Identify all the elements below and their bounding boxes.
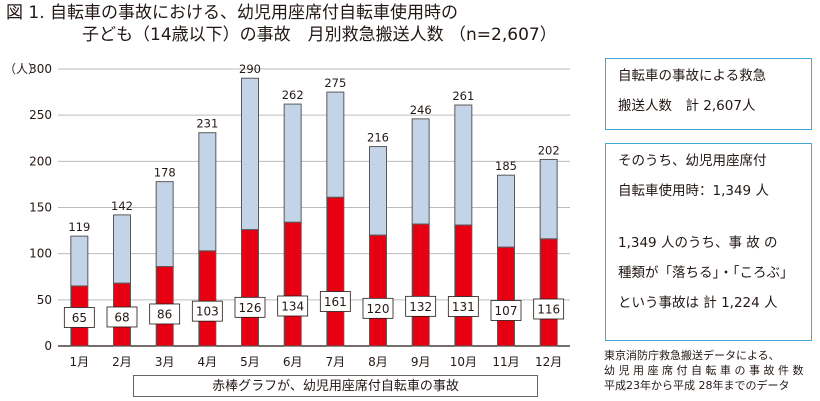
bar-value-label: 116 [537,302,560,316]
chart-title: 図 1. 自転車の事故における、幼児用座席付自転車使用時の 子ども（14歳以下）… [6,2,557,46]
chart-legend: 赤棒グラフが、幼児用座席付自転車の事故 [133,375,538,397]
bar-value-label-box [106,306,138,328]
total-info-line1: 自転車の事故による救急 [618,68,767,84]
bar-value-label: 131 [452,300,475,314]
y-tick-label: 150 [29,201,52,215]
y-tick-label: 200 [29,154,52,168]
bar-segment-other [155,181,174,268]
x-tick-label: 9月 [411,355,431,369]
y-tick-label: 250 [29,108,52,122]
source-line1: 東京消防庁救急搬送データによる、 [604,349,780,362]
y-tick-label: 50 [37,293,52,307]
bar-segment-other [411,118,430,225]
bar-segment-child-seat [326,196,345,347]
bar-total-label: 216 [367,131,389,145]
bar-segment-child-seat [411,223,430,347]
total-info-box: 自転車の事故による救急 搬送人数 計 2,607人 [605,58,812,130]
bar-value-label-box [533,298,565,320]
child-seat-info-box: そのうち、幼児用座席付 自転車使用時：1,349 人 1,349 人のうち、事 … [605,143,812,341]
bar-value-label-box [149,303,181,325]
bar-chart: （人） 0 50 100 150 200 250 300 119 65 1月 142 68 2月 178 86… [4,62,570,369]
bar-value-label: 132 [409,300,432,314]
bar-total-label: 185 [495,159,517,173]
bar-segment-other [454,104,473,226]
x-tick-label: 5月 [240,355,260,369]
y-tick-label: 300 [29,62,52,76]
data-source-note: 東京消防庁救急搬送データによる、 幼 児 用 座 席 付 自 転 車 の 事 故… [604,348,818,393]
bar-value-label-box [319,291,351,312]
bar-segment-other [497,174,515,248]
bar-value-label-box [490,300,522,321]
bar-value-label: 161 [324,295,347,309]
chart-title-line1: 図 1. 自転車の事故における、幼児用座席付自転車使用時の [6,3,459,23]
bar-segment-other [539,158,558,240]
x-tick-label: 7月 [326,355,346,369]
bar-value-label: 86 [157,307,172,321]
total-info-line2: 搬送人数 計 2,607人 [618,98,756,114]
child-seat-info-line1: そのうち、幼児用座席付 [618,153,767,169]
bar-total-label: 202 [538,143,560,157]
child-seat-info-line4: 種類が「落ちる」・「ころぶ」 [618,265,794,281]
chart-title-line2: 子ども（14歳以下）の事故 月別救急搬送人数 （n=2,607） [82,25,557,45]
y-tick-label: 100 [29,247,52,261]
bar-value-label-box [191,300,223,322]
x-tick-label: 2月 [112,355,132,369]
bar-total-label: 275 [324,76,346,90]
bar-segment-other [326,91,345,198]
bar-segment-child-seat [369,234,387,347]
bar-segment-other [369,146,387,236]
child-seat-info-line5: という事故は 計 1,224 人 [618,295,778,311]
bar-segment-other [70,235,89,287]
source-line3: 平成23年から平成 28年までのデータ [604,379,790,392]
bar-value-label-box [447,296,479,317]
y-tick-label: 0 [44,339,52,353]
bar-value-label-box [234,296,266,318]
bar-value-label: 126 [239,301,262,315]
bar-total-label: 246 [410,103,432,117]
bar-value-label-box [362,297,394,319]
bar-segment-other [113,214,131,284]
x-tick-label: 4月 [198,355,218,369]
bar-segment-child-seat [539,238,558,347]
bar-total-label: 178 [154,166,176,180]
x-tick-label: 6月 [283,355,303,369]
bar-value-label: 65 [72,311,87,325]
x-tick-label: 1月 [70,355,90,369]
bar-segment-child-seat [497,246,515,347]
bar-segment-child-seat [454,224,473,347]
bar-segment-child-seat [198,250,217,347]
bar-value-label: 120 [367,302,390,316]
child-seat-info-line3: 1,349 人のうち、事 故 の [618,235,778,251]
x-tick-label: 11月 [492,355,519,369]
bar-value-label: 134 [281,300,304,314]
bar-total-label: 290 [239,62,261,76]
bar-segment-child-seat [283,221,302,347]
bar-total-label: 262 [282,88,304,102]
x-tick-label: 8月 [368,355,388,369]
bar-value-label: 68 [114,310,129,324]
bar-segment-other [241,77,259,231]
x-tick-label: 10月 [450,355,477,369]
bar-segment-child-seat [241,229,259,347]
bar-total-label: 142 [111,199,133,213]
bar-total-label: 261 [452,89,474,103]
y-axis-unit: （人） [4,62,40,76]
bar-segment-other [198,132,217,252]
bar-value-label-box [405,295,437,317]
bar-value-label-box [277,295,309,317]
bar-segment-other [283,103,302,223]
child-seat-info-line2: 自転車使用時：1,349 人 [618,183,769,199]
bar-total-label: 231 [196,117,218,131]
bar-total-label: 119 [68,220,90,234]
bar-value-label: 107 [495,304,518,318]
source-line2: 幼 児 用 座 席 付 自 転 車 の 事 故 件 数 [604,364,804,377]
x-tick-label: 12月 [535,355,562,369]
bar-value-label: 103 [196,305,219,319]
bar-value-label-box [63,307,95,328]
x-tick-label: 3月 [155,355,175,369]
